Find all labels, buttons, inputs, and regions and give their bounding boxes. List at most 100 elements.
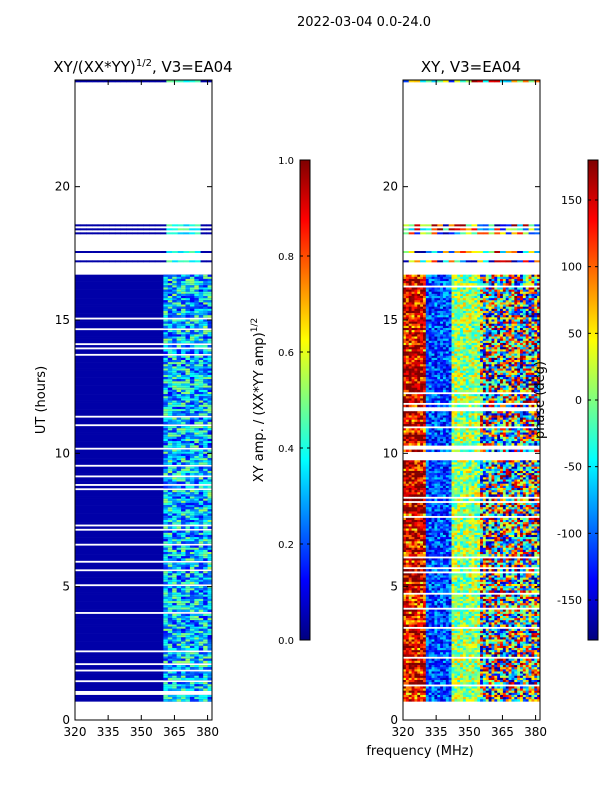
heatmap-cell	[531, 328, 535, 331]
heatmap-cell	[203, 648, 208, 651]
heatmap-cell	[181, 398, 186, 401]
heatmap-row	[75, 296, 212, 299]
heatmap-cell	[522, 323, 527, 327]
figure-suptitle: 2022-03-04 0.0-24.0	[297, 15, 431, 30]
heatmap-cell	[189, 492, 195, 495]
heatmap-cell	[420, 308, 424, 312]
heatmap-cell	[462, 334, 467, 337]
heatmap-cell	[440, 289, 444, 293]
heatmap-cell	[181, 298, 186, 301]
heatmap-cell	[434, 287, 438, 290]
heatmap-cell	[185, 404, 191, 408]
heatmap-cell	[514, 291, 518, 295]
heatmap-cell	[494, 389, 498, 393]
heatmap-cell	[189, 409, 195, 412]
heatmap-cell	[403, 353, 407, 357]
heatmap-cell	[491, 289, 495, 293]
heatmap-cell	[462, 385, 467, 389]
heatmap-cell	[525, 281, 529, 284]
heatmap-cell	[460, 315, 464, 318]
heatmap-cell	[520, 308, 524, 312]
heatmap-cell	[203, 456, 208, 459]
heatmap-cell	[494, 370, 498, 374]
heatmap-cell	[482, 313, 487, 316]
heatmap-cell	[185, 677, 191, 681]
heatmap-cell	[485, 319, 489, 322]
heatmap-cell	[163, 402, 169, 406]
heatmap-cell	[428, 387, 432, 391]
heatmap-cell	[477, 317, 481, 320]
heatmap-cell	[517, 300, 521, 303]
heatmap-cell	[468, 381, 472, 384]
heatmap-cell	[194, 522, 200, 525]
heatmap-cell	[176, 633, 182, 636]
heatmap-cell	[440, 278, 444, 282]
heatmap-cell	[167, 671, 173, 674]
heatmap-cell	[163, 526, 169, 529]
heatmap-cell	[403, 381, 407, 384]
heatmap-cell	[428, 366, 432, 369]
heatmap-cell	[422, 338, 427, 342]
heatmap-cell	[451, 287, 455, 290]
heatmap-cell	[445, 274, 449, 278]
heatmap-cell	[198, 509, 204, 512]
heatmap-row	[75, 387, 212, 391]
heatmap-cell	[167, 517, 173, 521]
heatmap-cell	[537, 334, 541, 337]
heatmap-cell	[167, 362, 173, 365]
heatmap-cell	[465, 321, 469, 325]
heatmap-cell	[194, 628, 200, 632]
heatmap-cell	[417, 321, 421, 325]
heatmap-cell	[181, 481, 186, 485]
heatmap-cell	[445, 310, 449, 314]
heatmap-cell	[460, 342, 464, 346]
heatmap-cell	[167, 404, 173, 408]
heatmap-cell	[194, 601, 200, 604]
heatmap-cell	[428, 385, 432, 389]
heatmap-cell	[167, 579, 173, 583]
heatmap-cell	[207, 573, 213, 576]
heatmap-cell	[437, 340, 441, 344]
heatmap-cell	[425, 304, 429, 307]
heatmap-cell	[167, 492, 173, 495]
heatmap-cell	[531, 308, 535, 312]
heatmap-cell	[480, 304, 484, 307]
heatmap-cell	[428, 349, 432, 352]
heatmap-cell	[405, 315, 410, 318]
heatmap-cell	[198, 430, 204, 433]
heatmap-cell	[485, 387, 489, 391]
heatmap-cell	[198, 613, 204, 617]
heatmap-cell	[194, 394, 200, 397]
heatmap-cell	[198, 603, 204, 606]
heatmap-cell	[505, 304, 509, 307]
heatmap-cell	[172, 404, 177, 408]
heatmap-cell	[167, 304, 173, 307]
heatmap-cell	[497, 362, 501, 365]
heatmap-cell	[525, 310, 529, 314]
heatmap-cell	[508, 323, 512, 327]
heatmap-cell	[500, 368, 504, 371]
heatmap-cell	[167, 639, 173, 642]
heatmap-cell	[437, 400, 441, 403]
heatmap-cell	[442, 353, 447, 357]
heatmap-cell	[468, 379, 472, 382]
heatmap-cell	[537, 400, 541, 403]
heatmap-cell	[465, 364, 469, 367]
heatmap-cell	[189, 575, 195, 578]
colorbar-tick-label: 0.8	[278, 252, 294, 263]
heatmap-cell	[505, 302, 509, 305]
heatmap-cell	[425, 379, 429, 382]
heatmap-cell	[462, 289, 467, 293]
heatmap-cell	[505, 381, 509, 384]
heatmap-cell	[431, 340, 435, 344]
heatmap-cell	[189, 537, 195, 540]
heatmap-cell	[537, 349, 541, 352]
heatmap-cell	[462, 349, 467, 352]
heatmap-cell	[181, 283, 186, 286]
heatmap-cell	[531, 287, 535, 290]
heatmap-cell	[500, 317, 504, 320]
heatmap-cell	[480, 321, 484, 325]
heatmap-row	[75, 479, 212, 482]
heatmap-cell	[189, 319, 195, 322]
heatmap-cell	[189, 332, 195, 335]
